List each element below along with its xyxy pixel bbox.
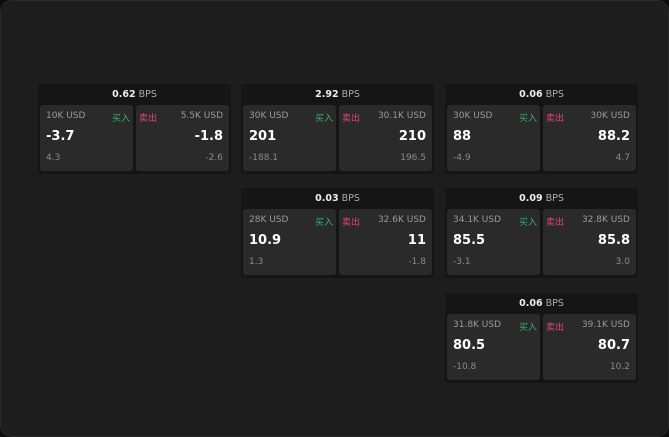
buy-change: 4.3	[46, 153, 61, 163]
buy-label: 买入	[518, 218, 537, 228]
sell-price: 88.2	[597, 129, 630, 144]
buy-change: -188.1	[249, 153, 279, 163]
sell-price: 11	[407, 233, 426, 248]
sell-amount: 32.6K USD	[377, 215, 426, 225]
quote-card: 0.03 BPS 28K USD 买入 10.9 1.3 32.6K USD 卖出…	[241, 188, 434, 278]
sell-amount: 5.5K USD	[180, 111, 223, 121]
quote-card: 0.06 BPS 30K USD 买入 88 -4.9 30K USD 卖出 88…	[445, 84, 638, 174]
sell-label: 卖出	[546, 218, 565, 228]
spread-value: 0.03	[315, 193, 339, 204]
buy-change: -3.1	[453, 257, 471, 267]
buy-label: 买入	[518, 323, 537, 333]
buy-price: 88	[453, 129, 472, 144]
spread-value: 0.62	[112, 89, 136, 100]
buy-change: -10.8	[453, 362, 477, 372]
spread-header: 0.06 BPS	[445, 84, 638, 105]
buy-amount: 31.8K USD	[453, 320, 502, 330]
buy-amount: 34.1K USD	[453, 215, 502, 225]
sell-label: 卖出	[546, 323, 565, 333]
sell-button[interactable]: 5.5K USD 卖出 -1.8 -2.6	[136, 105, 229, 171]
buy-button[interactable]: 34.1K USD 买入 85.5 -3.1	[447, 209, 540, 275]
buy-amount: 30K USD	[249, 111, 289, 121]
buy-button[interactable]: 30K USD 买入 201 -188.1	[243, 105, 336, 171]
sell-price: -1.8	[194, 129, 223, 144]
buy-label: 买入	[111, 114, 130, 124]
spread-header: 2.92 BPS	[241, 84, 434, 105]
sell-label: 卖出	[342, 218, 361, 228]
sell-button[interactable]: 30.1K USD 卖出 210 196.5	[339, 105, 432, 171]
buy-button[interactable]: 28K USD 买入 10.9 1.3	[243, 209, 336, 275]
buy-price: -3.7	[46, 129, 75, 144]
sell-change: 4.7	[615, 153, 630, 163]
sell-label: 卖出	[546, 114, 565, 124]
sell-change: 3.0	[615, 257, 630, 267]
spread-unit: BPS	[341, 193, 360, 204]
spread-header: 0.09 BPS	[445, 188, 638, 209]
spread-value: 2.92	[315, 89, 339, 100]
sell-button[interactable]: 30K USD 卖出 88.2 4.7	[543, 105, 636, 171]
buy-change: 1.3	[249, 257, 264, 267]
spread-value: 0.06	[519, 89, 543, 100]
spread-header: 0.62 BPS	[38, 84, 231, 105]
buy-change: -4.9	[453, 153, 471, 163]
buy-price: 85.5	[453, 233, 486, 248]
buy-amount: 28K USD	[249, 215, 289, 225]
sell-change: 10.2	[609, 362, 630, 372]
sell-price: 210	[398, 129, 426, 144]
quote-card: 2.92 BPS 30K USD 买入 201 -188.1 30.1K USD …	[241, 84, 434, 174]
buy-label: 买入	[314, 218, 333, 228]
sell-button[interactable]: 32.6K USD 卖出 11 -1.8	[339, 209, 432, 275]
spread-unit: BPS	[545, 193, 564, 204]
sell-amount: 30.1K USD	[377, 111, 426, 121]
spread-unit: BPS	[138, 89, 157, 100]
sell-change: 196.5	[400, 153, 426, 163]
buy-price: 201	[249, 129, 277, 144]
sell-button[interactable]: 32.8K USD 卖出 85.8 3.0	[543, 209, 636, 275]
buy-button[interactable]: 10K USD 买入 -3.7 4.3	[40, 105, 133, 171]
buy-label: 买入	[518, 114, 537, 124]
spread-value: 0.06	[519, 298, 543, 309]
spread-header: 0.06 BPS	[445, 293, 638, 314]
spread-value: 0.09	[519, 193, 543, 204]
sell-amount: 39.1K USD	[581, 320, 630, 330]
buy-button[interactable]: 30K USD 买入 88 -4.9	[447, 105, 540, 171]
sell-amount: 32.8K USD	[581, 215, 630, 225]
sell-label: 卖出	[139, 114, 158, 124]
spread-unit: BPS	[545, 298, 564, 309]
buy-price: 80.5	[453, 338, 486, 353]
quote-card: 0.62 BPS 10K USD 买入 -3.7 4.3 5.5K USD 卖出 …	[38, 84, 231, 174]
sell-label: 卖出	[342, 114, 361, 124]
sell-price: 85.8	[597, 233, 630, 248]
sell-change: -2.6	[205, 153, 223, 163]
sell-amount: 30K USD	[590, 111, 630, 121]
quote-card: 0.09 BPS 34.1K USD 买入 85.5 -3.1 32.8K USD…	[445, 188, 638, 278]
buy-price: 10.9	[249, 233, 282, 248]
buy-amount: 10K USD	[46, 111, 86, 121]
buy-amount: 30K USD	[453, 111, 493, 121]
spread-unit: BPS	[545, 89, 564, 100]
sell-change: -1.8	[408, 257, 426, 267]
buy-button[interactable]: 31.8K USD 买入 80.5 -10.8	[447, 314, 540, 380]
buy-label: 买入	[314, 114, 333, 124]
spread-unit: BPS	[341, 89, 360, 100]
spread-header: 0.03 BPS	[241, 188, 434, 209]
sell-button[interactable]: 39.1K USD 卖出 80.7 10.2	[543, 314, 636, 380]
quote-card: 0.06 BPS 31.8K USD 买入 80.5 -10.8 39.1K US…	[445, 293, 638, 383]
sell-price: 80.7	[597, 338, 630, 353]
